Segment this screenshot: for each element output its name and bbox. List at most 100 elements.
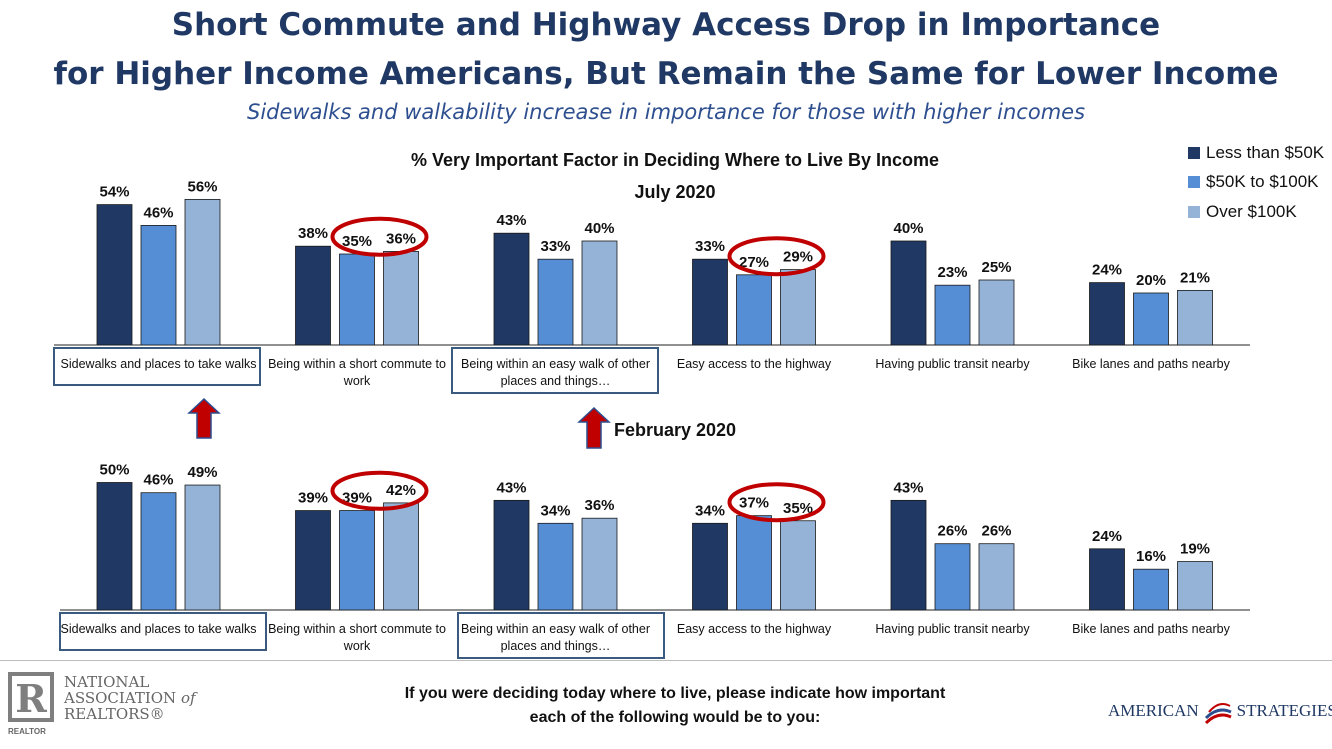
data-label: 40%: [584, 220, 614, 237]
bar: [339, 253, 375, 346]
bar: [96, 482, 133, 611]
increase-arrow-icon: [187, 397, 221, 439]
bar: [1089, 282, 1125, 346]
data-label: 16%: [1136, 548, 1166, 565]
survey-question-line2: each of the following would be to you:: [529, 709, 821, 726]
legend-swatch: [1188, 146, 1200, 159]
category-label: Having public transit nearby: [875, 622, 1030, 636]
bar: [184, 198, 221, 346]
footer-divider: [0, 660, 1332, 661]
category-label: places and things…: [501, 639, 611, 653]
legend-item-less-than-50k: Less than $50K: [1188, 138, 1324, 168]
bar: [934, 543, 971, 611]
category-label: Sidewalks and places to take walks: [61, 622, 257, 636]
legend-item-50k-to-100k: $50K to $100K: [1188, 168, 1324, 198]
category-label: Easy access to the highway: [677, 622, 832, 636]
bar: [96, 204, 133, 346]
data-label: 46%: [143, 204, 173, 221]
bar: [184, 484, 221, 611]
category-label: Bike lanes and paths nearby: [1072, 622, 1230, 636]
data-label: 38%: [298, 225, 328, 242]
data-label: 36%: [386, 230, 416, 247]
data-label: 46%: [143, 472, 173, 489]
highlight-circle: [727, 236, 826, 277]
data-label: 37%: [739, 495, 769, 512]
main-title-line2: for Higher Income Americans, But Remain …: [53, 56, 1279, 92]
data-label: 34%: [695, 502, 725, 519]
data-label: 43%: [496, 479, 526, 496]
american-strategies-logo: AMERICAN STRATEGIES: [1108, 696, 1332, 726]
bar: [1133, 292, 1169, 346]
bar-chart: 54% 46% 56% Sidewalks and places to take wa…: [53, 178, 1250, 659]
bar: [537, 258, 574, 346]
data-label: 43%: [496, 212, 526, 229]
data-label: 39%: [342, 490, 372, 507]
data-label: 36%: [584, 497, 614, 514]
data-label: 54%: [99, 184, 129, 201]
category-label: Being within an easy walk of other: [461, 357, 650, 371]
highlight-box: [59, 612, 267, 651]
category-label: Bike lanes and paths nearby: [1072, 357, 1230, 371]
bar: [339, 510, 375, 611]
category-label: work: [343, 639, 371, 653]
category-label: Easy access to the highway: [677, 357, 832, 371]
category-label: Being within a short commute to: [268, 357, 446, 371]
data-label: 20%: [1136, 272, 1166, 289]
bar: [736, 515, 772, 611]
bar: [1177, 561, 1213, 611]
data-label: 29%: [783, 249, 813, 266]
legend-swatch: [1188, 205, 1200, 218]
bar: [383, 250, 419, 346]
bar: [295, 510, 331, 611]
chart-title-july: July 2020: [634, 182, 716, 202]
bar: [692, 522, 728, 611]
data-label: 43%: [893, 479, 923, 496]
highlight-circle: [330, 470, 429, 511]
data-label: 35%: [783, 500, 813, 517]
flag-swoosh-icon: [1204, 703, 1232, 725]
bar: [692, 258, 728, 346]
data-label: 24%: [1092, 528, 1122, 545]
data-label: 33%: [540, 238, 570, 255]
bar: [780, 520, 816, 611]
data-label: 49%: [187, 464, 217, 481]
nar-logo-text: NATIONAL ASSOCIATION of REALTORS®: [64, 673, 196, 723]
category-label: work: [343, 374, 371, 388]
bar: [1177, 289, 1213, 346]
data-label: 40%: [893, 220, 923, 237]
nar-logo-small: REALTOR: [8, 727, 46, 736]
data-label: 39%: [298, 490, 328, 507]
bar: [581, 517, 618, 611]
bar: [934, 284, 971, 346]
bar: [736, 274, 772, 346]
bar: [383, 502, 419, 611]
data-label: 42%: [386, 482, 416, 499]
bar: [295, 245, 331, 346]
legend: Less than $50K $50K to $100K Over $100K: [1188, 138, 1324, 227]
bar: [140, 224, 177, 346]
bar: [581, 240, 618, 346]
highlight-box: [457, 612, 665, 659]
data-label: 56%: [187, 178, 217, 195]
chart-title-february: February 2020: [613, 420, 737, 440]
data-label: 25%: [981, 259, 1011, 276]
bar: [978, 543, 1015, 611]
main-title-line1: Short Commute and Highway Access Drop in…: [171, 7, 1161, 43]
bar: [1089, 548, 1125, 611]
nar-logo-icon: R: [8, 672, 54, 722]
highlight-box: [53, 347, 261, 386]
category-label: Being within an easy walk of other: [461, 622, 650, 636]
highlight-circle: [727, 482, 826, 523]
chart-title: % Very Important Factor in Deciding Wher…: [410, 150, 940, 170]
bar: [493, 499, 530, 611]
data-label: 23%: [937, 264, 967, 281]
data-label: 19%: [1180, 541, 1210, 558]
data-label: 21%: [1180, 269, 1210, 286]
data-label: 50%: [99, 462, 129, 479]
data-label: 26%: [937, 523, 967, 540]
category-label: Being within a short commute to: [268, 622, 446, 636]
data-label: 34%: [540, 502, 570, 519]
legend-label: Over $100K: [1206, 201, 1297, 221]
svg-text:R: R: [15, 676, 47, 721]
legend-item-over-100k: Over $100K: [1188, 197, 1324, 227]
